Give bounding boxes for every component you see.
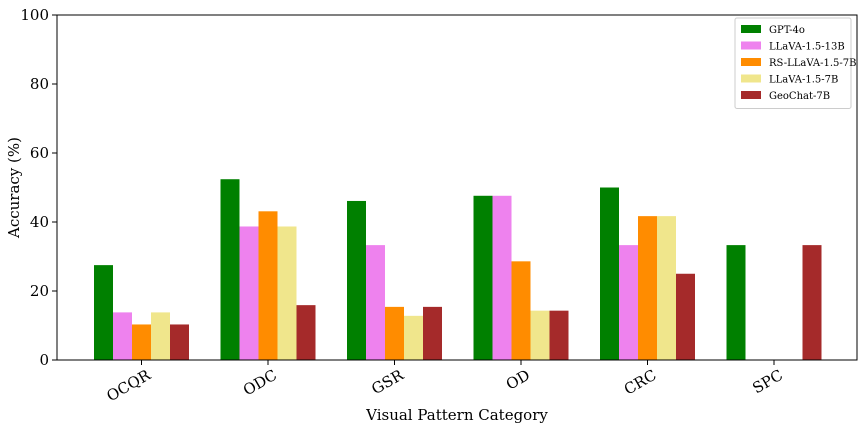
bar — [676, 273, 695, 360]
y-tick-label: 80 — [30, 75, 49, 93]
x-tick-label: GSR — [368, 366, 407, 399]
x-tick-label: OD — [503, 366, 533, 394]
bar — [619, 245, 638, 360]
legend-swatch — [741, 25, 761, 33]
x-axis-title: Visual Pattern Category — [365, 406, 548, 424]
bar — [802, 245, 822, 360]
legend: GPT-4o LLaVA-1.5-13B RS-LLaVA-1.5-7B LLaVA-… — [734, 17, 857, 109]
y-tick-label: 40 — [30, 213, 49, 231]
x-tick-label: CRC — [621, 366, 660, 399]
legend-label: LLaVA-1.5-13B — [769, 42, 845, 53]
bar — [511, 261, 531, 360]
legend-swatch — [741, 58, 761, 66]
y-tick-label: 60 — [30, 144, 49, 162]
bar — [423, 306, 442, 360]
legend-swatch — [741, 91, 761, 99]
y-tick-label: 0 — [39, 351, 49, 369]
bar — [277, 226, 297, 360]
bar — [657, 216, 676, 360]
bar — [385, 306, 404, 360]
legend-swatch — [741, 41, 761, 50]
legend-box — [734, 17, 852, 109]
x-tick-label: OCQR — [103, 366, 154, 406]
bar — [530, 310, 550, 360]
y-tick-label: 20 — [30, 282, 49, 300]
bar — [239, 226, 259, 360]
legend-label: GPT-4o — [769, 25, 805, 36]
bar — [132, 324, 151, 360]
bar — [404, 315, 423, 360]
bar — [492, 195, 512, 360]
y-axis-title: Accuracy (%) — [5, 137, 23, 239]
bar — [638, 216, 657, 360]
bar — [94, 265, 113, 360]
bar — [220, 179, 240, 360]
bar — [113, 312, 132, 360]
bar — [170, 324, 189, 360]
bars-layer — [94, 179, 822, 360]
bar — [296, 305, 316, 360]
legend-label: GeoChat-7B — [769, 91, 830, 102]
bar — [151, 312, 170, 360]
bar — [366, 245, 385, 360]
bar — [600, 187, 619, 360]
x-tick-label: SPC — [749, 366, 786, 398]
x-tick-label: ODC — [240, 366, 280, 399]
plot-frame — [56, 14, 858, 361]
bar — [347, 200, 366, 360]
bar — [258, 211, 278, 360]
legend-label: LLaVA-1.5-7B — [769, 75, 838, 86]
bar — [473, 195, 493, 360]
legend-swatch — [741, 74, 761, 83]
bar — [726, 245, 746, 360]
y-tick-label: 100 — [20, 6, 49, 24]
legend-label: RS-LLaVA-1.5-7B — [769, 58, 857, 69]
bar — [549, 310, 569, 360]
